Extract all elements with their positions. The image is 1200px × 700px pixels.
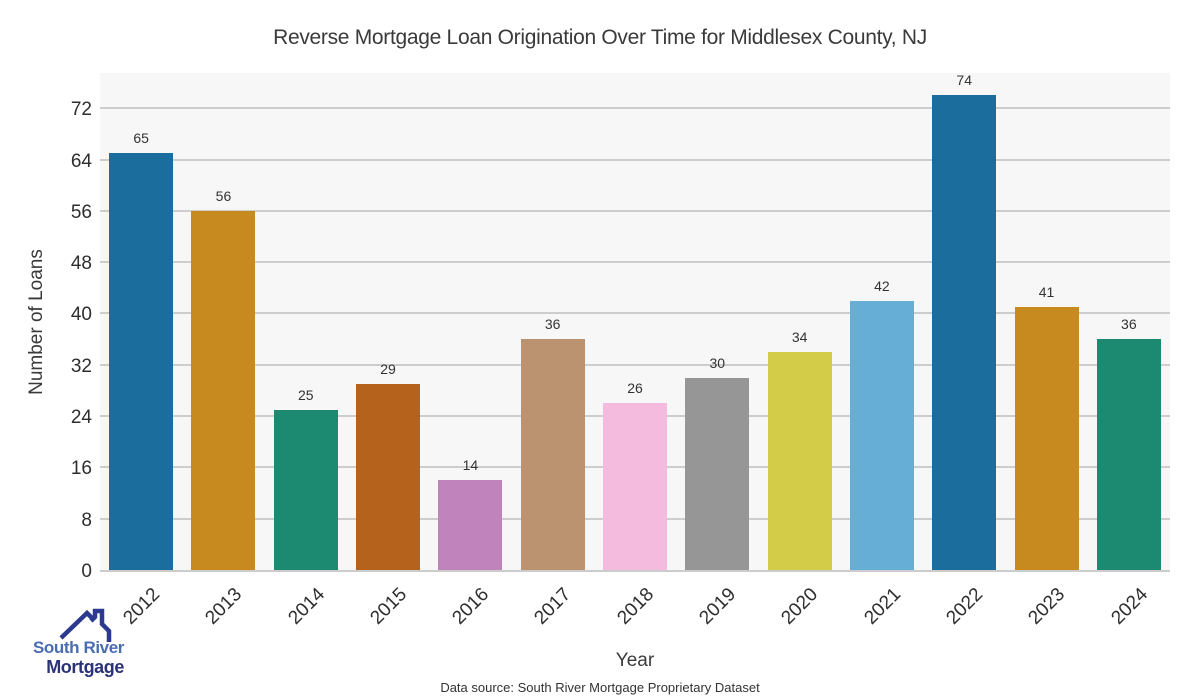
plot-area: 65 56 25 29 14 36 26 30 34 42 74 41 36 <box>100 72 1170 572</box>
gridline <box>100 158 1170 161</box>
bar-value-label: 56 <box>215 187 232 204</box>
x-tick-label: 2017 <box>530 584 576 629</box>
y-tick-label: 56 <box>70 201 92 223</box>
logo-roof-icon <box>59 608 112 642</box>
x-tick-label: 2022 <box>942 584 988 629</box>
x-tick-label: 2024 <box>1106 584 1152 629</box>
bar-2012 <box>109 153 174 570</box>
bar-2016 <box>438 480 503 570</box>
y-tick-label: 8 <box>81 509 92 531</box>
bar-2019 <box>685 377 750 570</box>
y-tick-label: 64 <box>70 150 92 172</box>
bar-value-label: 34 <box>791 328 808 345</box>
y-tick-label: 40 <box>70 304 92 326</box>
gridline <box>100 312 1170 315</box>
bar-2022 <box>932 95 997 570</box>
y-tick-label: 32 <box>70 355 92 377</box>
bar-value-label: 42 <box>874 277 890 294</box>
gridline <box>100 363 1170 366</box>
bar-2017 <box>520 339 585 570</box>
bar-value-label: 36 <box>1121 316 1137 333</box>
chart-title: Reverse Mortgage Loan Origination Over T… <box>273 26 927 49</box>
logo-text-line1: South River <box>32 638 124 657</box>
bar-value-label: 74 <box>956 72 973 89</box>
gridline <box>100 209 1170 212</box>
bar-value-label: 30 <box>709 354 726 371</box>
x-tick-label: 2014 <box>283 584 329 629</box>
x-tick-label: 2013 <box>201 584 247 629</box>
x-tick-label: 2021 <box>860 584 905 629</box>
bar-2018 <box>603 403 667 570</box>
y-tick-label: 24 <box>70 407 92 429</box>
bar-2020 <box>767 351 832 570</box>
bar-2014 <box>273 409 338 570</box>
gridline <box>100 261 1170 264</box>
y-tick-label: 0 <box>81 561 92 582</box>
bar-value-label: 25 <box>297 386 314 403</box>
x-tick-label: 2016 <box>448 584 494 629</box>
x-tick-label: 2019 <box>695 584 741 629</box>
bar-2015 <box>356 384 421 570</box>
gridline <box>100 107 1170 110</box>
logo: South River Mortgage <box>14 606 129 692</box>
x-axis-title: Year <box>615 650 655 671</box>
logo-text-line2: Mortgage <box>46 657 124 677</box>
bar-value-label: 36 <box>544 316 561 333</box>
source-note: Data source: South River Mortgage Propri… <box>440 680 760 695</box>
bar-value-label: 14 <box>462 457 479 474</box>
bar-2013 <box>191 210 256 570</box>
bar-2021 <box>849 300 914 570</box>
bar-2024 <box>1096 339 1161 570</box>
bar-value-label: 29 <box>380 361 396 377</box>
y-tick-label: 16 <box>70 458 92 480</box>
y-tick-label: 48 <box>70 253 92 275</box>
bar-value-label: 26 <box>627 380 643 397</box>
bar-value-label: 65 <box>133 130 149 147</box>
x-tick-label: 2018 <box>613 584 658 629</box>
bar-2023 <box>1014 307 1079 570</box>
bar-value-label: 41 <box>1038 284 1055 301</box>
y-tick-label: 72 <box>70 99 92 121</box>
x-tick-label: 2020 <box>777 584 823 629</box>
x-tick-label: 2015 <box>366 584 411 629</box>
x-tick-label: 2023 <box>1024 584 1070 629</box>
